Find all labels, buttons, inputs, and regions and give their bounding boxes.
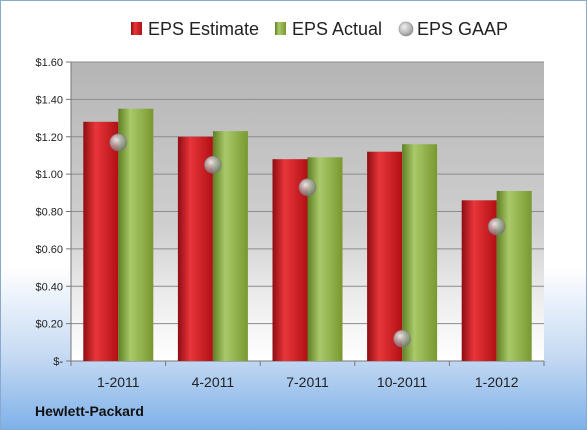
legend-label: EPS Estimate — [148, 19, 259, 39]
x-tick-label: 1-2011 — [97, 374, 140, 390]
legend-label: EPS Actual — [292, 19, 382, 39]
y-tick-label: $0.20 — [35, 319, 63, 331]
y-tick-label: $1.00 — [35, 169, 63, 181]
legend: EPS Estimate EPS Actual EPS GAAP — [131, 19, 508, 39]
y-tick-label: $1.60 — [35, 57, 63, 69]
legend-label: EPS GAAP — [417, 19, 508, 39]
legend-swatch — [275, 22, 286, 35]
y-tick-label: $0.40 — [35, 281, 63, 293]
company-name: Hewlett-Packard — [35, 403, 144, 419]
point-eps-gaap — [298, 178, 317, 197]
y-tick-label: $1.20 — [35, 132, 63, 144]
point-eps-gaap — [393, 329, 412, 348]
bar-eps-estimate — [367, 151, 403, 361]
bar-eps-actual — [402, 144, 438, 361]
bar-eps-estimate — [83, 121, 119, 361]
legend-swatch — [131, 22, 142, 35]
point-eps-gaap — [203, 155, 222, 174]
point-eps-gaap — [109, 133, 128, 152]
y-tick-label: $- — [53, 356, 63, 368]
bar-eps-actual — [496, 190, 532, 361]
x-tick-label: 4-2011 — [192, 374, 235, 390]
point-eps-gaap — [487, 217, 506, 236]
x-tick-label: 7-2011 — [286, 374, 329, 390]
bars — [83, 108, 532, 361]
legend-item-eps-actual: EPS Actual — [275, 19, 382, 39]
y-tick-label: $1.40 — [35, 94, 63, 106]
x-tick-label: 10-2011 — [377, 374, 428, 390]
gaap-points — [109, 133, 506, 348]
bar-eps-actual — [118, 108, 154, 361]
legend-swatch — [398, 21, 414, 37]
y-tick-label: $0.80 — [35, 207, 63, 219]
legend-item-eps-gaap: EPS GAAP — [398, 19, 508, 39]
x-tick-label: 1-2012 — [475, 374, 519, 390]
bar-eps-estimate — [177, 136, 213, 361]
y-tick-label: $0.60 — [35, 244, 63, 256]
legend-item-eps-estimate: EPS Estimate — [131, 19, 259, 39]
x-axis-labels: 1-2011 4-2011 7-2011 10-2011 1-2012 — [70, 361, 545, 390]
